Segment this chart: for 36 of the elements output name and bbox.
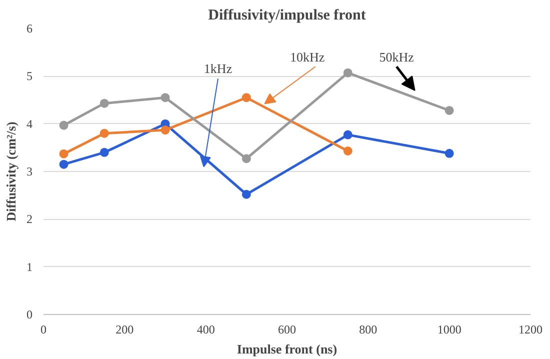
x-axis-title: Impulse front (ns) [236, 342, 338, 356]
y-tick-label: 2 [26, 212, 32, 226]
point [444, 148, 454, 158]
text: 1kHz [204, 61, 232, 76]
point [343, 68, 352, 78]
point [343, 130, 352, 140]
x-tick-label: 1200 [518, 322, 542, 336]
chart-title: Diffusivity/impulse front [208, 8, 366, 24]
point [242, 154, 251, 164]
x-tick-label: 200 [116, 322, 134, 336]
point [100, 148, 109, 157]
point [100, 98, 109, 108]
point [59, 160, 68, 169]
text: 10kHz [290, 49, 325, 64]
x-tick-label: 0 [40, 322, 46, 336]
point [160, 126, 170, 135]
point [242, 190, 251, 199]
point [444, 106, 454, 115]
y-axis-title: Diffusivity (cm²/s) [4, 122, 18, 222]
x-tick-label: 800 [359, 322, 378, 336]
point [160, 93, 170, 102]
y-tick-label: 5 [26, 69, 32, 84]
y-tick-label: 6 [26, 22, 32, 36]
x-tick-label: 1000 [437, 322, 462, 336]
point [343, 146, 352, 156]
series-label: 50kHz [379, 49, 414, 64]
y-tick-label: 0 [26, 308, 32, 322]
y-tick-label: 3 [26, 164, 32, 178]
point [59, 149, 68, 158]
x-tick-label: 400 [196, 322, 215, 336]
point [59, 120, 68, 130]
y-tick-label: 4 [26, 116, 32, 131]
point [242, 93, 251, 102]
point [100, 128, 109, 138]
x-tick-label: 600 [278, 322, 296, 336]
y-tick-label: 1 [26, 260, 32, 274]
